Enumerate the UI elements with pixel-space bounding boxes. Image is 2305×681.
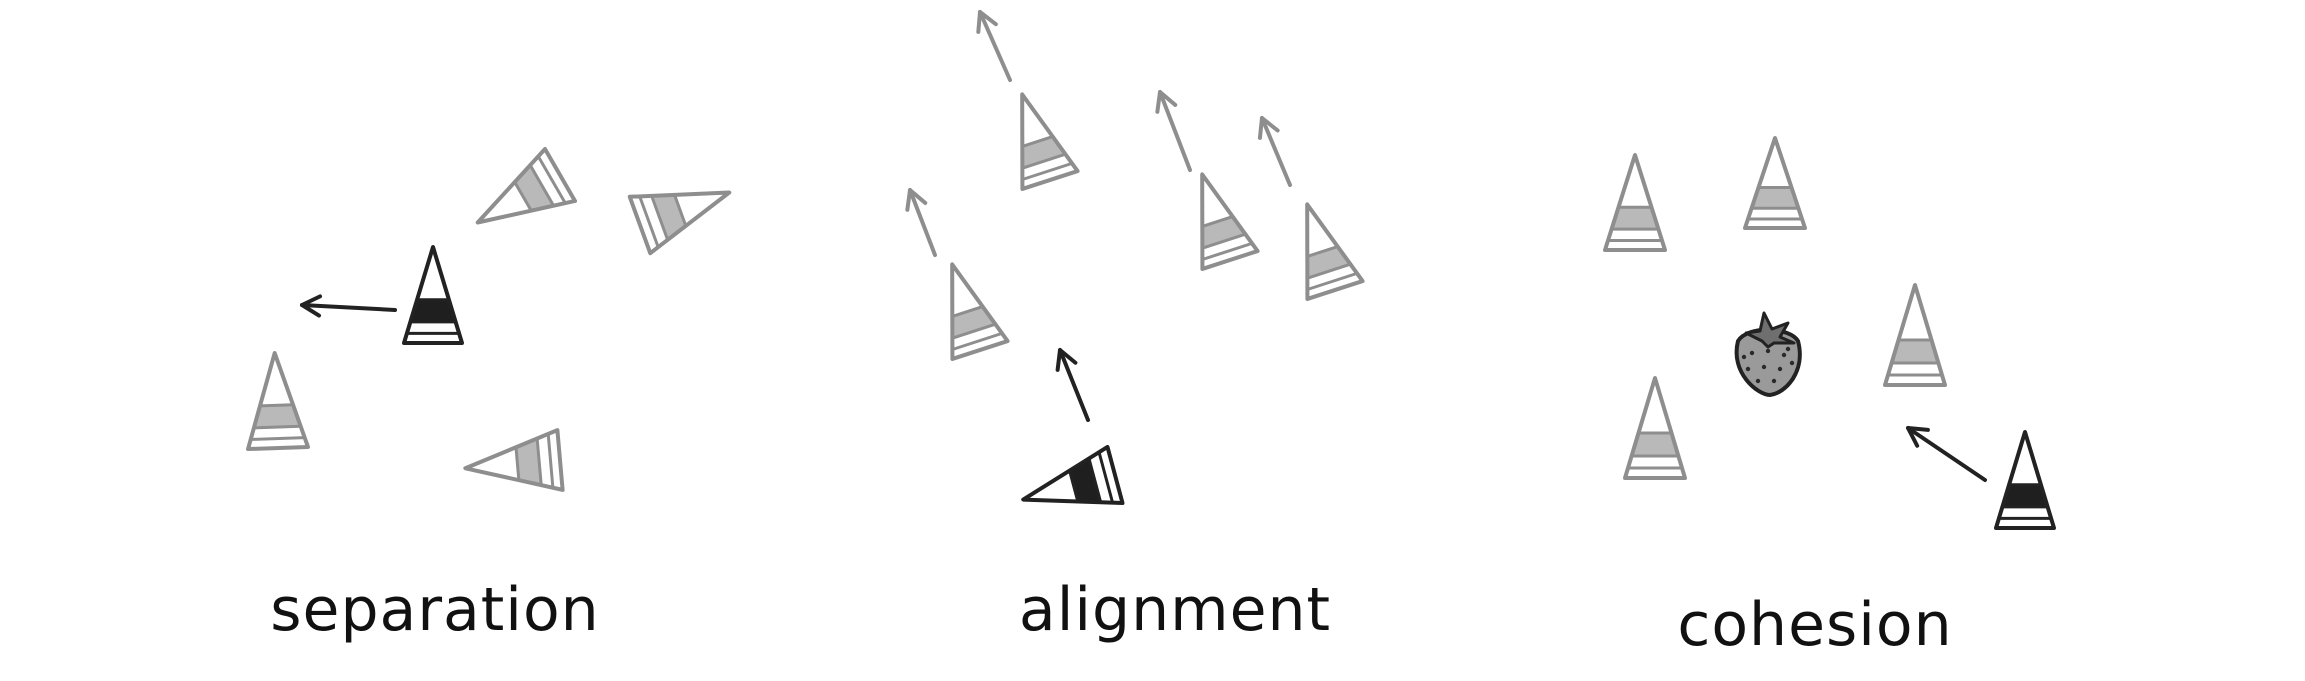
- cohesion-boid-icon: [1743, 136, 1807, 230]
- separation-arrow: [300, 294, 397, 318]
- separation-label: separation: [270, 575, 600, 645]
- separation-boid-icon: [246, 351, 310, 452]
- cohesion-label: cohesion: [1677, 590, 1953, 660]
- alignment-arrow: [905, 188, 937, 257]
- cohesion-main-boid-icon: [1994, 430, 2056, 530]
- alignment-boid-icon: [1020, 92, 1080, 191]
- cohesion-boid-icon: [1603, 153, 1667, 252]
- alignment-main-arrow: [1055, 348, 1090, 422]
- separation-boid-icon: [475, 147, 577, 225]
- alignment-arrow: [1155, 90, 1192, 172]
- cohesion-boid-icon: [1623, 376, 1687, 480]
- cohesion-boid-icon: [1883, 283, 1947, 387]
- strawberry-icon: [1734, 311, 1802, 397]
- alignment-main-boid-icon: [1021, 444, 1125, 506]
- alignment-arrow: [976, 10, 1012, 82]
- alignment-arrow: [1257, 116, 1292, 187]
- alignment-boid-icon: [1305, 202, 1365, 301]
- separation-boid-icon: [463, 428, 565, 492]
- separation-boid-icon: [627, 190, 732, 256]
- cohesion-main-arrow: [1906, 426, 1987, 482]
- alignment-boid-icon: [1200, 172, 1260, 271]
- alignment-boid-icon: [950, 262, 1010, 361]
- alignment-label: alignment: [1018, 575, 1332, 645]
- separation-main-boid-icon: [402, 245, 464, 345]
